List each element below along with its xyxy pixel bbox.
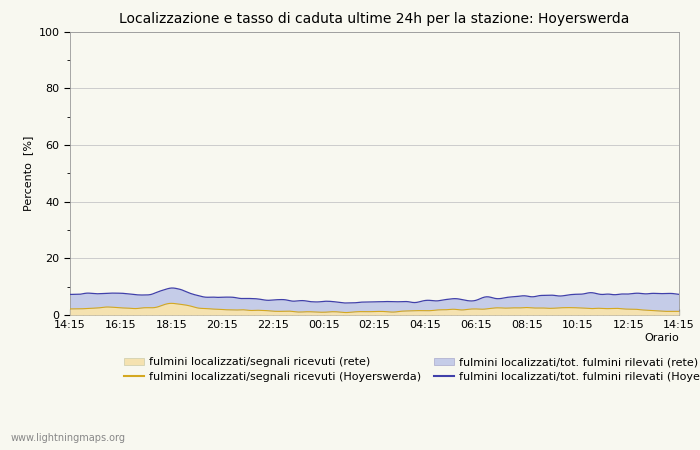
Text: www.lightningmaps.org: www.lightningmaps.org xyxy=(10,433,125,443)
Title: Localizzazione e tasso di caduta ultime 24h per la stazione: Hoyerswerda: Localizzazione e tasso di caduta ultime … xyxy=(119,12,630,26)
Y-axis label: Percento  [%]: Percento [%] xyxy=(23,135,33,211)
Text: Orario: Orario xyxy=(644,333,679,343)
Legend: fulmini localizzati/segnali ricevuti (rete), fulmini localizzati/segnali ricevut: fulmini localizzati/segnali ricevuti (re… xyxy=(125,357,700,382)
